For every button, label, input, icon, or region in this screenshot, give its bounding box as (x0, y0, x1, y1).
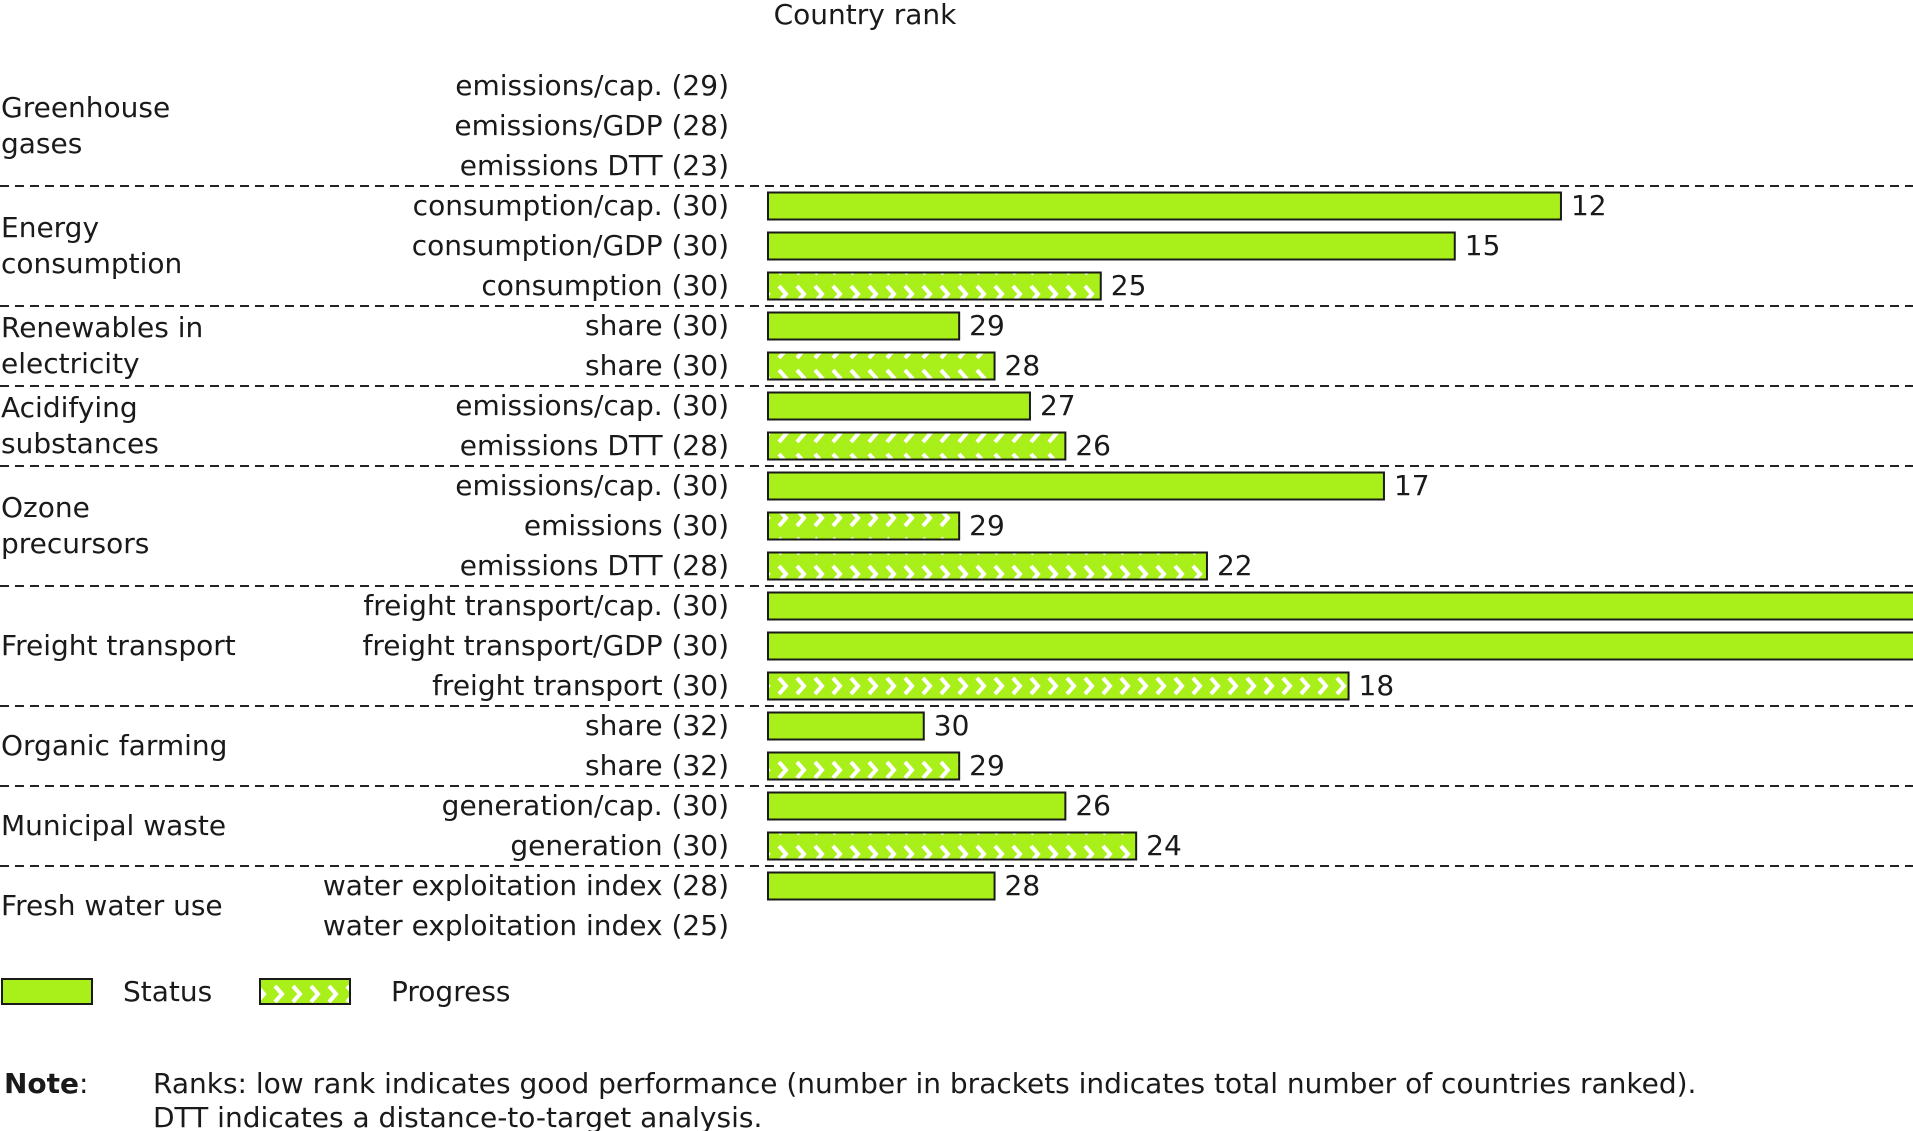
group-name: Fresh water use (1, 889, 223, 922)
progress-bar (767, 431, 1067, 461)
row-label: share (30) (585, 349, 729, 382)
group-name: electricity (1, 347, 140, 380)
rank-value-label: 28 (1005, 349, 1041, 382)
row-label: emissions DTT (23) (460, 149, 729, 182)
rank-value-label: 12 (1571, 189, 1607, 222)
rank-value-label: 26 (1075, 429, 1111, 462)
row-label: share (32) (585, 749, 729, 782)
group-name: Greenhouse (1, 91, 170, 124)
rank-value-label: 29 (969, 749, 1005, 782)
status-bar (767, 711, 925, 741)
rank-value-label: 29 (969, 509, 1005, 542)
legend-status-label: Status (123, 975, 212, 1008)
status-bar (767, 231, 1456, 261)
row-label: freight transport/GDP (30) (363, 629, 730, 662)
row-label: emissions/cap. (30) (455, 389, 729, 422)
group-name: Energy (1, 211, 99, 244)
group-name: Ozone (1, 491, 90, 524)
status-bar (767, 631, 1913, 661)
progress-bar (767, 751, 961, 781)
note: Note: Ranks: low rank indicates good per… (4, 1067, 1696, 1131)
row-label: water exploitation index (25) (323, 909, 729, 942)
rank-value-label: 22 (1217, 549, 1253, 582)
status-bar (767, 871, 996, 901)
note-line-2: DTT indicates a distance-to-target analy… (153, 1101, 762, 1131)
rank-value-label: 27 (1040, 389, 1076, 422)
row-label: emissions/cap. (29) (455, 69, 729, 102)
status-bar (767, 191, 1562, 221)
group-name: Municipal waste (1, 809, 226, 842)
row-label: consumption/cap. (30) (413, 189, 729, 222)
rank-value-label: 26 (1075, 789, 1111, 822)
row-label: consumption (30) (481, 269, 729, 302)
row-label: freight transport/cap. (30) (363, 589, 729, 622)
row-label: emissions/cap. (30) (455, 469, 729, 502)
progress-bar (767, 551, 1208, 581)
row-label: emissions/GDP (28) (454, 109, 729, 142)
row-label: share (30) (585, 309, 729, 342)
row-label: emissions DTT (28) (460, 429, 729, 462)
group-name: Organic farming (1, 729, 227, 762)
rows-layer: emissions/cap. (29) emissions/GDP (28) emi… (0, 69, 1913, 942)
progress-bar (767, 831, 1138, 861)
legend-progress-swatch (259, 978, 351, 1005)
progress-bar (767, 671, 1350, 701)
status-bar (767, 391, 1031, 421)
progress-bar (767, 271, 1102, 301)
status-bar (767, 471, 1385, 501)
chart-title: Country rank (774, 0, 958, 31)
row-label: emissions (30) (524, 509, 729, 542)
row-label: water exploitation index (28) (323, 869, 729, 902)
progress-bar (767, 511, 961, 541)
row-label: generation/cap. (30) (442, 789, 729, 822)
rank-value-label: 25 (1111, 269, 1147, 302)
progress-bar (767, 351, 996, 381)
group-name: consumption (1, 247, 182, 280)
rank-value-label: 17 (1394, 469, 1430, 502)
group-name: precursors (1, 527, 149, 560)
group-name: gases (1, 127, 82, 160)
rank-value-label: 15 (1465, 229, 1501, 262)
legend: Status Progress (1, 975, 511, 1008)
status-bar (767, 791, 1067, 821)
rank-value-label: 28 (1005, 869, 1041, 902)
status-bar (767, 591, 1913, 621)
rank-value-label: 24 (1146, 829, 1182, 862)
row-label: freight transport (30) (432, 669, 729, 702)
group-name: Acidifying (1, 391, 138, 424)
row-label: emissions DTT (28) (460, 549, 729, 582)
group-name: Freight transport (1, 629, 236, 662)
legend-progress-label: Progress (391, 975, 511, 1008)
row-label: share (32) (585, 709, 729, 742)
status-bar (767, 311, 961, 341)
group-name: Renewables in (1, 311, 203, 344)
row-label: consumption/GDP (30) (412, 229, 729, 262)
rank-value-label: 30 (934, 709, 970, 742)
rank-value-label: 29 (969, 309, 1005, 342)
group-name: substances (1, 427, 159, 460)
note-line-1: Ranks: low rank indicates good performan… (153, 1067, 1696, 1100)
legend-status-swatch (1, 978, 93, 1005)
rank-value-label: 18 (1359, 669, 1395, 702)
row-label: generation (30) (510, 829, 729, 862)
note-label: Note: (4, 1067, 88, 1100)
